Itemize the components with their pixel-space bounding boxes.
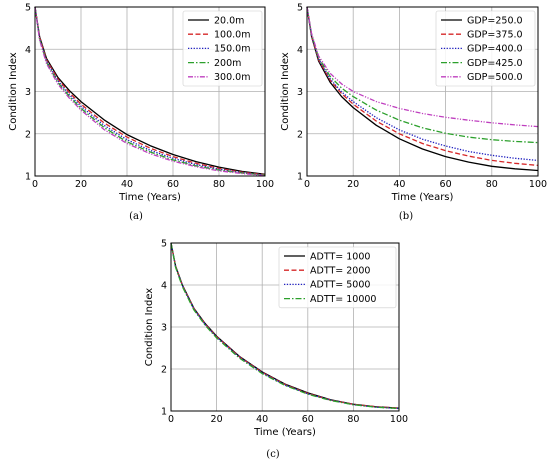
x-tick-label: 80 [347, 414, 359, 425]
legend-label: GDP=400.0 [467, 44, 523, 55]
y-tick-label: 5 [161, 239, 167, 250]
legend-label: ADTT= 2000 [310, 266, 370, 277]
legend: 20.0m 100.0m 150.0m 200m 300.0m [182, 10, 263, 87]
legend-label: 20.0m [214, 15, 244, 26]
x-tick-label: 20 [211, 414, 223, 425]
y-tick-label: 4 [297, 45, 303, 56]
y-tick-label: 3 [297, 87, 303, 98]
x-tick-label: 40 [393, 179, 405, 190]
x-tick-label: 0 [304, 179, 310, 190]
y-tick-label: 2 [161, 365, 167, 376]
legend-label: ADTT= 10000 [310, 294, 376, 305]
legend-label: 200m [214, 58, 241, 69]
series-line [170, 242, 400, 410]
y-axis-label: Condition Index [144, 288, 155, 367]
caption-c: (c) [266, 449, 280, 460]
x-axis-label: Time (Years) [391, 192, 454, 203]
series-line [34, 6, 266, 176]
x-axis-label: Time (Years) [253, 427, 316, 438]
y-tick-label: 5 [297, 3, 303, 14]
series-line [306, 6, 539, 167]
x-tick-label: 0 [32, 179, 38, 190]
legend-label: 150.0m [214, 44, 250, 55]
y-axis-label: Condition Index [8, 52, 19, 131]
caption-a: (a) [129, 211, 143, 222]
series-line [306, 6, 539, 128]
y-tick-label: 3 [161, 323, 167, 334]
series-line [34, 6, 266, 175]
chart-panel: 0 20 40 60 80 100 1 2 3 4 5 Time (Years) Condition I… [8, 3, 274, 204]
plot-frame [306, 6, 539, 177]
legend-box [278, 246, 397, 309]
y-tick-label: 4 [25, 45, 31, 56]
legend: ADTT= 1000 ADTT= 2000 ADTT= 5000 ADTT= 1000… [278, 246, 397, 309]
x-tick-label: 60 [302, 414, 314, 425]
y-tick-label: 1 [297, 172, 303, 183]
x-tick-label: 60 [440, 179, 452, 190]
y-axis-label: Condition Index [280, 52, 291, 131]
x-tick-label: 0 [168, 414, 174, 425]
legend-label: GDP=500.0 [467, 72, 523, 83]
x-tick-label: 40 [256, 414, 268, 425]
y-tick-label: 1 [161, 407, 167, 418]
x-tick-label: 100 [529, 179, 547, 190]
legend-box [435, 10, 536, 87]
y-tick-label: 3 [25, 87, 31, 98]
x-tick-label: 100 [256, 179, 274, 190]
y-tick-label: 2 [25, 129, 31, 140]
x-tick-label: 20 [75, 179, 87, 190]
series-line [306, 6, 539, 162]
y-tick-label: 5 [25, 3, 31, 14]
plot-frame [34, 6, 266, 177]
x-tick-label: 20 [347, 179, 359, 190]
legend-label: GDP=250.0 [467, 15, 523, 26]
legend-label: 100.0m [214, 30, 250, 41]
plot-frame [170, 242, 400, 412]
x-tick-label: 80 [486, 179, 498, 190]
chart-panel: 0 20 40 60 80 100 1 2 3 4 5 Time (Years) Condition I… [280, 3, 547, 204]
legend-label: 300.0m [214, 72, 250, 83]
legend-label: ADTT= 5000 [310, 280, 370, 291]
legend-box [182, 10, 263, 87]
legend-label: GDP=425.0 [467, 58, 523, 69]
series-line [34, 6, 266, 177]
legend-label: GDP=375.0 [467, 30, 523, 41]
legend: GDP=250.0 GDP=375.0 GDP=400.0 GDP=425.0 GDP=… [435, 10, 536, 87]
legend-label: ADTT= 1000 [310, 251, 370, 262]
x-tick-label: 100 [390, 414, 408, 425]
x-tick-label: 80 [213, 179, 225, 190]
x-tick-label: 60 [167, 179, 179, 190]
series-line [34, 6, 266, 176]
chart-panel: 0 20 40 60 80 100 1 2 3 4 5 Time (Years) Condition I… [144, 239, 408, 439]
series-line [306, 6, 539, 172]
x-axis-label: Time (Years) [118, 192, 181, 203]
caption-b: (b) [399, 211, 413, 222]
y-tick-label: 4 [161, 281, 167, 292]
y-tick-label: 2 [297, 129, 303, 140]
y-tick-label: 1 [25, 172, 31, 183]
x-tick-label: 40 [121, 179, 133, 190]
